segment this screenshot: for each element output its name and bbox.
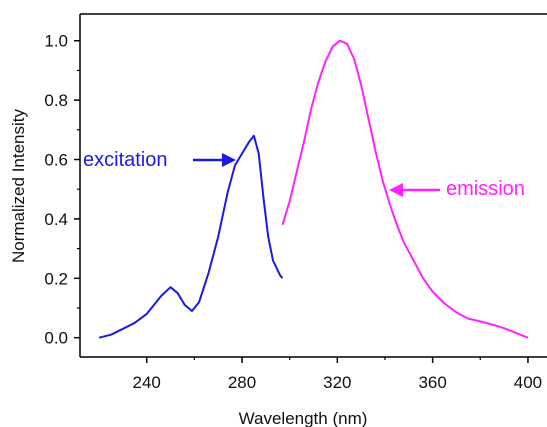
x-tick-label: 320 — [323, 373, 351, 392]
y-tick-label: 0.2 — [44, 269, 68, 288]
y-axis-title: Normalized Intensity — [9, 109, 28, 264]
emission-label: emission — [446, 178, 525, 200]
y-tick-label: 0.0 — [44, 329, 68, 348]
emission-arrowhead — [389, 183, 403, 197]
y-tick-label: 0.8 — [44, 91, 68, 110]
x-tick-label: 280 — [228, 373, 256, 392]
x-tick-label: 360 — [418, 373, 446, 392]
y-tick-label: 0.4 — [44, 210, 68, 229]
y-tick-label: 0.6 — [44, 151, 68, 170]
y-tick-label: 1.0 — [44, 32, 68, 51]
axes — [79, 13, 547, 358]
series-line-0 — [98, 134, 284, 339]
ticks: 240 280 320 360 400 0.0 0.2 0.4 0.6 0.8 1.0 — [44, 32, 542, 392]
series-layer — [98, 39, 529, 339]
series-line-1 — [281, 39, 529, 339]
x-axis-title: Wavelength (nm) — [239, 409, 368, 427]
x-tick-label: 400 — [514, 373, 542, 392]
excitation-label: excitation — [83, 149, 168, 171]
annotations: excitation emission — [83, 149, 525, 200]
excitation-arrowhead — [222, 153, 236, 167]
x-tick-label: 240 — [133, 373, 161, 392]
